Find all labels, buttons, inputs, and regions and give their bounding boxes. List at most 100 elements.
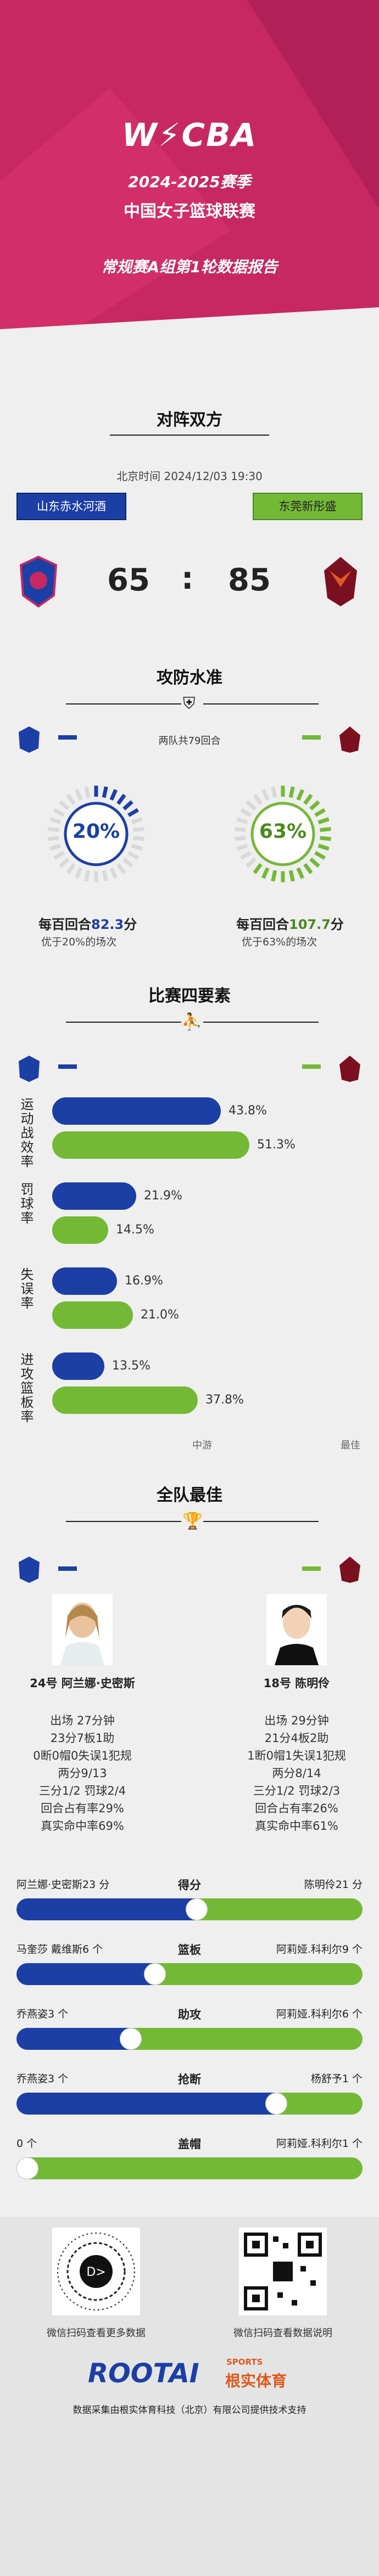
gauge-tick: [317, 843, 330, 851]
gauge-tick: [109, 789, 118, 801]
gauge-tick: [75, 867, 83, 879]
compare-bar: [16, 2028, 363, 2050]
title-line-left: [66, 1022, 181, 1023]
home-player-stats: 出场 27分钟 23分7板1助 0断0帽0失误1犯规 两分9/13 三分1/2 罚球2/…: [22, 1712, 143, 1835]
player-stat-line: 出场 27分钟: [50, 1714, 115, 1727]
compare-left-label: 乔燕姿3 个: [16, 2073, 69, 2085]
wechat-qr-code[interactable]: [239, 2228, 327, 2315]
title-line-right: [203, 703, 319, 704]
home-per100-label: 每百回合: [38, 917, 91, 932]
home-factor-bar: [52, 1097, 221, 1125]
gauge-tick: [253, 793, 263, 805]
hero-background: [0, 0, 379, 379]
away-factor-bar: [52, 1301, 133, 1329]
away-score: 85: [228, 562, 271, 598]
gauge-tick: [102, 786, 108, 798]
away-efficiency-gauge: [235, 786, 331, 882]
player-stat-line: 0断0帽0失误1犯规: [33, 1749, 132, 1762]
gauge-tick: [314, 850, 326, 860]
gauge-tick: [66, 793, 76, 805]
away-factor-value: 37.8%: [205, 1393, 244, 1407]
offense-section: 攻防水准 ⛨ 两队共79回合 20% 63% 每百回合82.3分 优于20%的场…: [0, 664, 379, 971]
gauge-tick: [246, 800, 257, 811]
away-team-logo-small: [339, 1557, 360, 1583]
compare-right-label: 阿莉娅.科利尔9 个: [276, 1943, 363, 1955]
home-better-than: 优于20%的场次: [41, 936, 117, 948]
compare-divider-knob: [186, 1898, 208, 1920]
gauge-tick: [236, 817, 248, 825]
away-player-avatar: [266, 1594, 327, 1665]
player-stat-line: 1断0帽1失误1犯规: [247, 1749, 346, 1762]
away-factor-value: 14.5%: [116, 1223, 154, 1237]
home-team-logo-small: [19, 726, 40, 753]
gauge-tick: [49, 817, 62, 825]
footer-credit: 数据采集由根实体育科技（北京）有限公司提供技术支持: [73, 2405, 306, 2416]
gauge-tick: [309, 800, 320, 811]
gauge-center: [250, 802, 315, 866]
gauge-tick: [236, 843, 248, 851]
home-per100: 每百回合82.3分: [38, 914, 137, 933]
gauge-tick: [303, 793, 313, 805]
gauge-tick: [240, 850, 252, 860]
gauge-tick: [296, 867, 304, 879]
compare-stat-label: 助攻: [178, 2008, 201, 2021]
title-line-left: [66, 1521, 181, 1522]
away-factor-value: 21.0%: [141, 1308, 179, 1322]
gauge-tick: [240, 808, 252, 818]
gauge-tick: [320, 836, 331, 841]
home-factor-bar: [52, 1182, 136, 1210]
compare-right-label: 陈明伶21 分: [304, 1879, 363, 1891]
away-color-bar: [302, 1064, 321, 1069]
compare-bar: [16, 2157, 363, 2179]
gauge-tick: [84, 786, 91, 798]
away-player-stats: 出场 29分钟 21分4板2助 1断0帽1失误1犯规 两分8/14 三分1/2 罚球2/…: [236, 1712, 357, 1835]
gauge-tick: [133, 836, 144, 841]
gauge-tick: [133, 827, 144, 832]
away-factor-bar: [52, 1386, 198, 1414]
gauge-tick: [109, 867, 118, 879]
compare-left-label: 乔燕姿3 个: [16, 2008, 69, 2020]
compare-stat-label: 盖帽: [178, 2138, 201, 2151]
gauge-tick: [48, 827, 59, 832]
gauge-tick: [253, 863, 263, 875]
gauge-tick: [235, 827, 246, 832]
axis-mid-label: 中游: [192, 1440, 212, 1451]
qr-left-caption: 微信扫码查看更多数据: [47, 2327, 146, 2339]
compare-bar-away: [16, 2157, 363, 2179]
compare-right-label: 阿莉娅.科利尔1 个: [276, 2138, 363, 2150]
gauge-tick: [288, 786, 295, 798]
gauge-tick: [288, 870, 295, 882]
away-per100-label: 每百回合: [236, 917, 289, 932]
away-per100-unit: 分: [330, 917, 344, 932]
home-player-name: 24号 阿兰娜·史密斯: [30, 1677, 135, 1690]
away-per100: 每百回合107.7分: [236, 914, 344, 933]
compare-bar-away: [155, 1963, 363, 1985]
player-stat-line: 真实命中率69%: [41, 1819, 124, 1833]
compare-bar-home: [16, 2028, 131, 2050]
best-players-title: 全队最佳: [157, 1486, 222, 1505]
rootai-sports: SPORTS: [226, 2357, 263, 2367]
gauge-tick: [271, 786, 277, 798]
home-color-bar: [58, 1064, 77, 1069]
compare-bar-away: [276, 2093, 363, 2115]
home-color-bar: [58, 735, 77, 740]
away-team-logo-small: [339, 1056, 360, 1082]
best-players-section: 全队最佳 🏆 24号 阿兰娜·史密斯 18号 陈明伶 出场 27分钟 23分7板1…: [0, 1481, 379, 2217]
gauge-tick: [309, 857, 320, 868]
home-score: 65: [107, 562, 150, 598]
factor-label: 运动战效率: [18, 1097, 34, 1169]
wechat-miniprogram-qr[interactable]: D>: [52, 2228, 140, 2315]
compare-bar: [16, 1898, 363, 1920]
compare-bar-away: [197, 1898, 363, 1920]
gauge-tick: [53, 850, 65, 860]
gauge-tick: [66, 863, 76, 875]
rootai-logo: ROOTAI: [88, 2358, 199, 2389]
home-factor-value: 16.9%: [125, 1274, 163, 1288]
home-team-name: 山东赤水河酒: [16, 493, 126, 520]
factors-chart: 运动战效率 43.8% 51.3% 罚球率 21.9% 14.5% 失误率 16.9% 21.0…: [0, 982, 379, 1476]
gauge-tick: [296, 789, 304, 801]
score-separator: :: [181, 561, 194, 596]
gauge-tick: [122, 800, 133, 811]
gauge-tick: [271, 870, 277, 882]
away-color-bar: [302, 735, 321, 740]
